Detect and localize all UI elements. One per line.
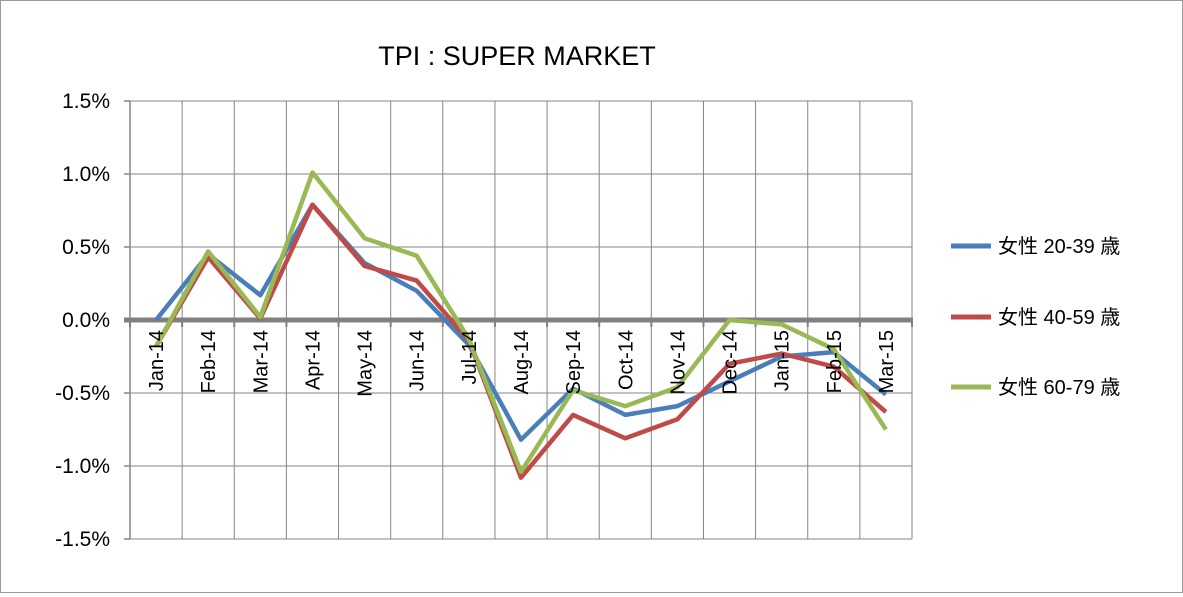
y-tick-label: 1.0%: [62, 163, 110, 186]
y-tick-label: 0.5%: [62, 236, 110, 259]
x-tick-label: Jan-14: [146, 330, 168, 391]
y-tick-label: -0.5%: [55, 382, 110, 405]
legend-label-3: 女性 60-79 歳: [998, 376, 1120, 399]
x-tick-label: Feb-15: [824, 330, 846, 393]
y-tick-label: -1.5%: [55, 528, 110, 551]
y-tick-label: -1.0%: [55, 455, 110, 478]
x-tick-label: Aug-14: [511, 330, 533, 395]
series-line-3: [154, 170, 888, 475]
y-tick-label: 0.0%: [62, 309, 110, 332]
x-tick-label: Nov-14: [667, 330, 689, 394]
x-tick-label: Mar-14: [250, 330, 272, 393]
series-line-2: [154, 202, 888, 480]
y-tick-label: 1.5%: [62, 90, 110, 113]
x-tick-label: Dec-14: [720, 330, 742, 394]
x-tick-label: Sep-14: [563, 330, 585, 395]
x-tick-label: Jun-14: [407, 330, 429, 391]
legend-label-2: 女性 40-59 歳: [998, 306, 1120, 329]
x-tick-label: May-14: [355, 330, 377, 397]
x-tick-label: Oct-14: [615, 330, 637, 390]
x-tick-label: Jul-14: [459, 330, 481, 384]
chart-title: TPI : SUPER MARKET: [378, 41, 656, 71]
x-tick-label: Feb-14: [198, 330, 220, 393]
x-tick-label: Apr-14: [302, 330, 324, 390]
x-tick-label: Jan-15: [772, 330, 794, 391]
legend-label-1: 女性 20-39 歳: [998, 235, 1120, 258]
x-tick-label: Mar-15: [876, 330, 898, 393]
